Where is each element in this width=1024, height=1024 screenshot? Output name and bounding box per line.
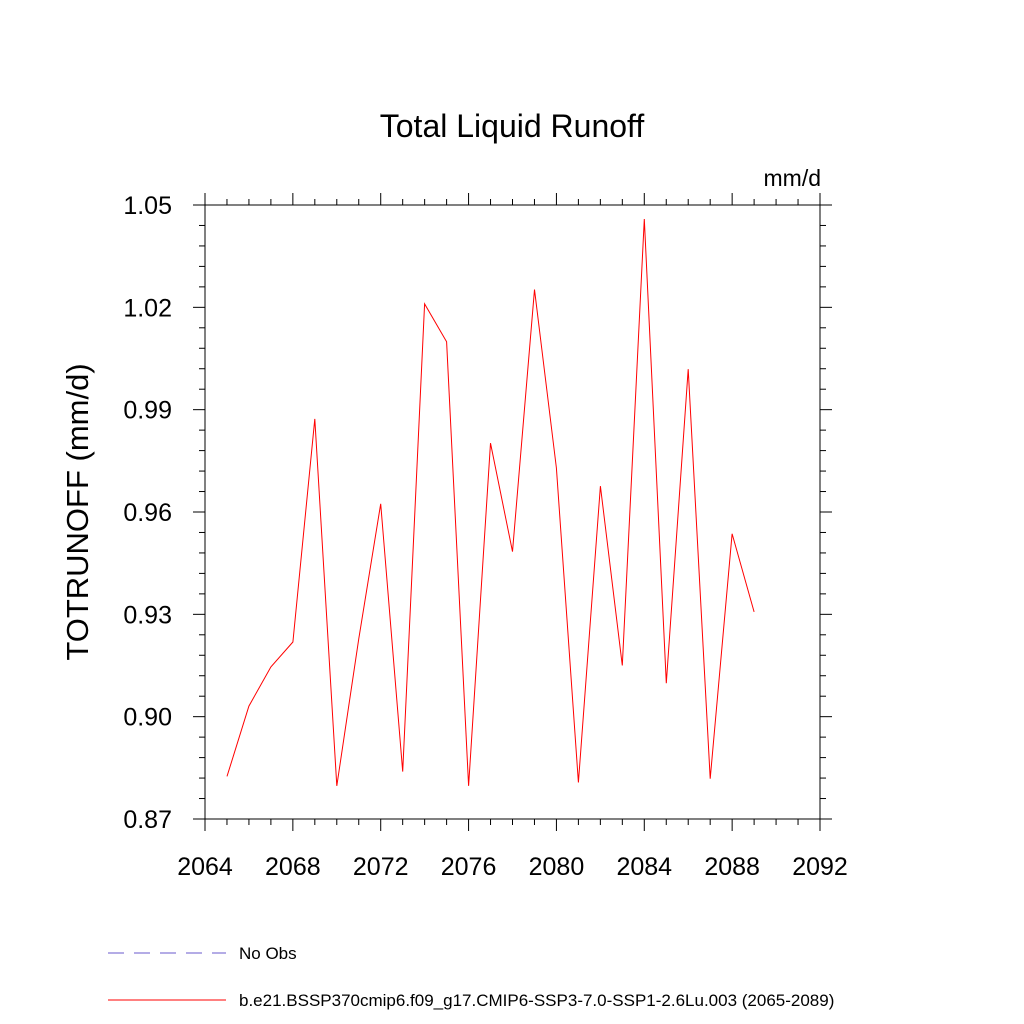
x-tick-label: 2068 bbox=[265, 853, 321, 881]
y-tick-label: 0.87 bbox=[123, 806, 172, 834]
y-tick-label: 0.93 bbox=[123, 601, 172, 629]
units-label: mm/d bbox=[764, 165, 822, 191]
y-tick-label: 1.05 bbox=[123, 192, 172, 220]
x-tick-label: 2072 bbox=[353, 853, 409, 881]
y-tick-label: 0.96 bbox=[123, 499, 172, 527]
y-tick-label: 0.99 bbox=[123, 397, 172, 425]
x-tick-label: 2080 bbox=[529, 853, 585, 881]
series-line-1 bbox=[226, 218, 755, 786]
y-tick-label: 1.02 bbox=[123, 294, 172, 322]
x-tick-label: 2088 bbox=[704, 853, 760, 881]
chart-title: Total Liquid Runoff bbox=[380, 108, 645, 144]
x-tick-label: 2064 bbox=[177, 853, 233, 881]
legend-label-1: No Obs bbox=[239, 944, 297, 963]
y-tick-label: 0.90 bbox=[123, 704, 172, 732]
x-tick-label: 2084 bbox=[616, 853, 672, 881]
plot-frame bbox=[204, 204, 821, 820]
x-tick-label: 2092 bbox=[792, 853, 848, 881]
y-axis-label: TOTRUNOFF (mm/d) bbox=[60, 363, 95, 660]
legend-label-2: b.e21.BSSP370cmip6.f09_g17.CMIP6-SSP3-7.… bbox=[239, 991, 834, 1010]
x-tick-label: 2076 bbox=[441, 853, 497, 881]
